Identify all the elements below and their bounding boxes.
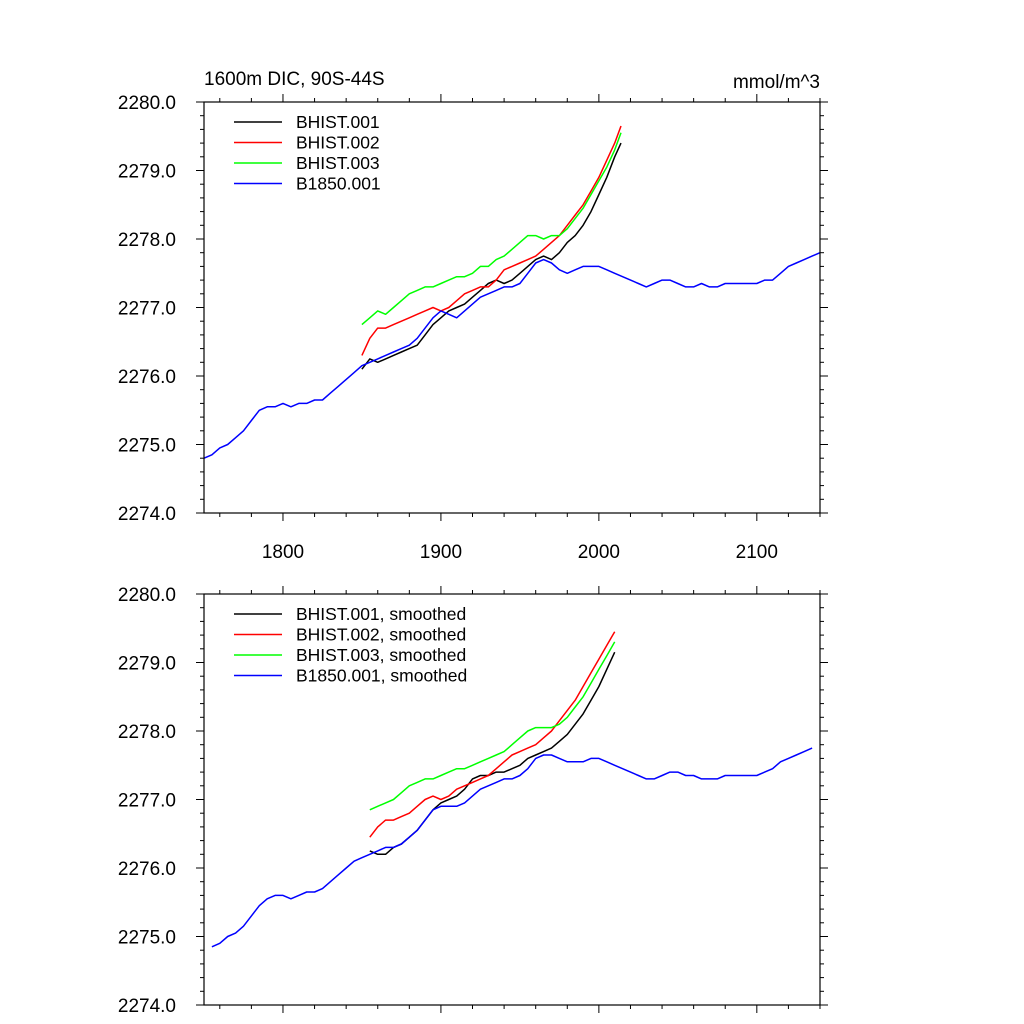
- units-label: mmol/m^3: [733, 72, 820, 93]
- y-tick-label: 2276.0: [118, 859, 176, 880]
- x-tick-label: 2000: [578, 542, 620, 563]
- y-tick-label: 2274.0: [118, 996, 176, 1017]
- x-tick-label: 1900: [420, 542, 462, 563]
- y-tick-label: 2277.0: [118, 791, 176, 812]
- series-line: [361, 132, 622, 326]
- legend-label: BHIST.003, smoothed: [296, 645, 466, 665]
- y-tick-labels: 2274.0 2275.0 2276.0 2277.0 2278.0 2279.0 2280…: [118, 93, 176, 525]
- axis-ticks: [196, 586, 828, 1013]
- y-tick-label: 2274.0: [118, 504, 176, 525]
- x-tick-label: 1800: [262, 542, 304, 563]
- series-line: [211, 747, 813, 948]
- top-panel: 1600m DIC, 90S-44S mmol/m^3 BHIST.001BHI…: [118, 69, 828, 563]
- series-line: [369, 631, 616, 838]
- series-lines: [211, 631, 813, 948]
- series-line: [361, 142, 622, 370]
- x-tick-labels: 1800 1900 2000 2100: [262, 542, 778, 563]
- plot-frame: [203, 593, 821, 1006]
- series-line: [203, 252, 821, 459]
- axis-ticks: [196, 94, 828, 521]
- legend-label: BHIST.002: [296, 133, 380, 153]
- y-tick-label: 2279.0: [118, 162, 176, 183]
- legend-label: B1850.001: [296, 174, 381, 194]
- y-tick-label: 2278.0: [118, 722, 176, 743]
- series-line: [369, 641, 616, 811]
- legend-label: BHIST.002, smoothed: [296, 625, 466, 645]
- series-lines: [203, 125, 821, 459]
- y-tick-label: 2279.0: [118, 654, 176, 675]
- y-tick-label: 2275.0: [118, 436, 176, 457]
- plot-frame: [203, 101, 821, 514]
- y-tick-label: 2276.0: [118, 367, 176, 388]
- legend-label: BHIST.001, smoothed: [296, 604, 466, 624]
- y-tick-label: 2275.0: [118, 928, 176, 949]
- series-line: [361, 125, 622, 356]
- y-tick-label: 2277.0: [118, 299, 176, 320]
- y-tick-labels: 2274.0 2275.0 2276.0 2277.0 2278.0 2279.0 2280…: [118, 585, 176, 1017]
- legend-label: BHIST.003: [296, 153, 380, 173]
- y-tick-label: 2280.0: [118, 93, 176, 114]
- y-tick-label: 2278.0: [118, 230, 176, 251]
- legend-label: B1850.001, smoothed: [296, 666, 467, 686]
- legend-label: BHIST.001: [296, 112, 380, 132]
- y-tick-label: 2280.0: [118, 585, 176, 606]
- x-tick-label: 2100: [736, 542, 778, 563]
- chart-title: 1600m DIC, 90S-44S: [204, 69, 385, 90]
